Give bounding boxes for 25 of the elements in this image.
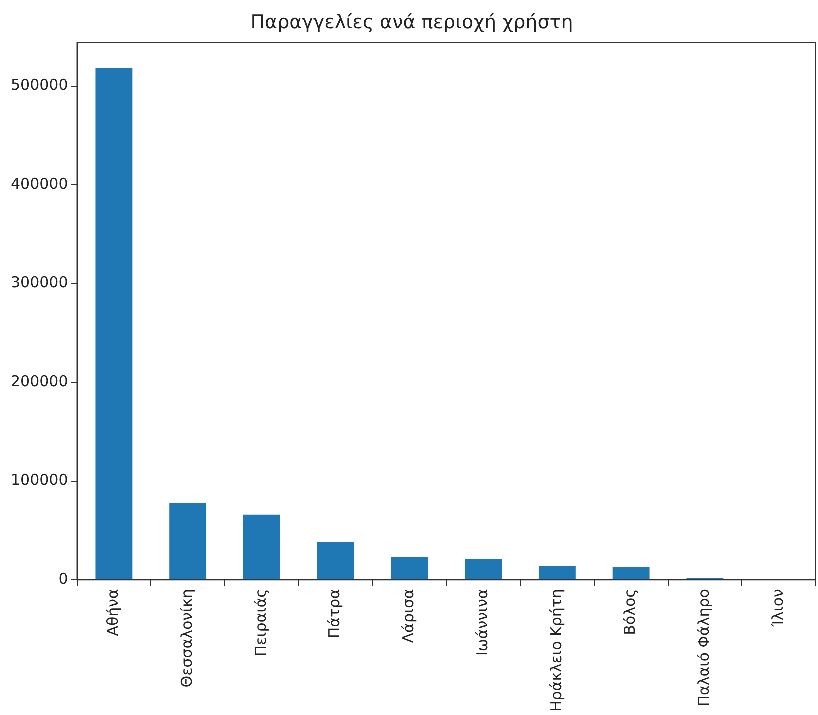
x-tick-label: Πειραιάς — [252, 589, 270, 657]
y-tick-label: 100000 — [10, 471, 68, 490]
x-tick-label: Θεσσαλονίκη — [178, 589, 196, 688]
y-tick-label: 400000 — [10, 174, 68, 193]
bar — [538, 566, 576, 580]
x-tick-label: Βόλος — [621, 589, 640, 636]
y-tick-label: 300000 — [10, 274, 68, 292]
x-tick-label: Πάτρα — [326, 588, 344, 639]
bar — [96, 68, 133, 580]
bar — [391, 557, 428, 580]
bar — [465, 559, 502, 580]
bar — [317, 542, 354, 580]
x-tick-label: Ιωάννινα — [473, 588, 492, 656]
x-tick-label: Αθήνα — [104, 588, 122, 636]
bar — [243, 514, 280, 580]
y-tick-label: 200000 — [10, 372, 68, 390]
x-tick-label: Ηράκλειο Κρήτη — [547, 589, 566, 712]
x-tick-label: Λάρισα — [400, 588, 418, 644]
bar — [170, 503, 207, 580]
chart-title: Παραγγελίες ανά περιοχή χρήστη — [250, 11, 574, 34]
y-tick-label: 500000 — [10, 76, 68, 94]
y-tick-label: 0 — [58, 570, 68, 588]
x-tick-label: Παλαιό Φάληρο — [695, 589, 714, 707]
bar — [612, 567, 650, 580]
x-tick-label: Ίλιον — [768, 589, 787, 628]
